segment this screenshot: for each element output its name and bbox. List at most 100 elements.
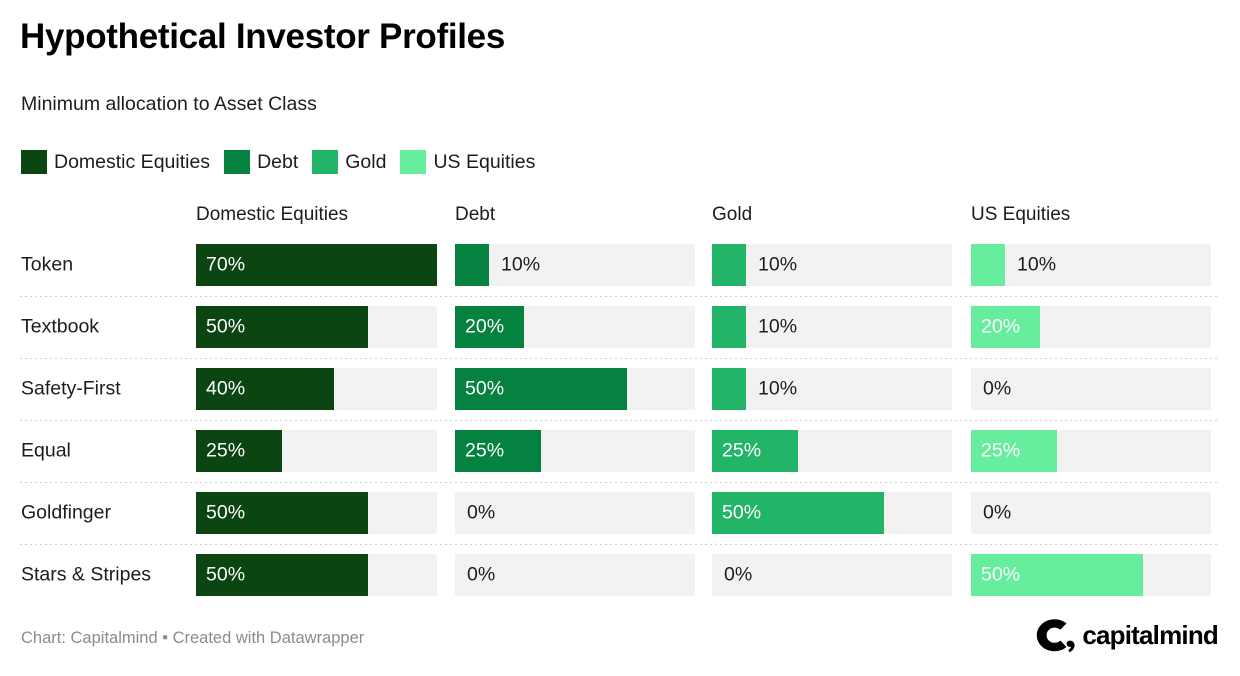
bar-cell[interactable]: 10% [712,368,952,410]
row-separator [20,358,1220,359]
legend-item-label: US Equities [433,150,536,173]
bar-track [455,554,695,596]
chart-legend: Domestic Equities Debt Gold US Equities [21,150,549,174]
bar-cell[interactable]: 70% [196,244,437,286]
bar-cell[interactable]: 10% [455,244,695,286]
bar-track [712,368,952,410]
bar-cell[interactable]: 10% [712,306,952,348]
bar-value-label: 0% [467,563,496,586]
bar-fill [196,430,282,472]
row-label: Stars & Stripes [21,563,152,586]
bar-value-label: 50% [206,563,246,586]
bar-track [712,554,952,596]
bar-cell[interactable]: 25% [971,430,1211,472]
bar-cell[interactable]: 50% [455,368,695,410]
bar-fill [712,306,746,348]
legend-item-2[interactable]: Debt [224,150,298,174]
bar-value-label: 25% [722,439,762,462]
row-label: Equal [21,439,71,462]
bar-cell[interactable]: 50% [196,492,437,534]
bar-value-label: 40% [206,377,246,400]
bar-value-label: 50% [206,315,246,338]
chart-row: Stars & Stripes 50% 0% 0% 50% [0,544,1240,606]
bar-track [971,368,1211,410]
bar-cell[interactable]: 40% [196,368,437,410]
bar-value-label: 50% [722,501,762,524]
column-header-3: Gold [712,204,753,225]
bar-value-label: 0% [724,563,753,586]
bar-value-label: 25% [465,439,505,462]
bar-value-label: 0% [467,501,496,524]
column-header-4: US Equities [971,204,1071,225]
legend-item-3[interactable]: Gold [312,150,386,174]
bar-fill [196,554,368,596]
chart-row: Equal 25% 25% 25% 25% [0,420,1240,482]
bar-value-label: 70% [206,253,246,276]
bar-fill [196,244,437,286]
bar-cell[interactable]: 50% [196,554,437,596]
legend-swatch-icon [312,150,339,174]
bar-cell[interactable]: 25% [712,430,952,472]
legend-item-1[interactable]: Domestic Equities [21,150,210,174]
bar-fill [455,306,524,348]
chart-title: Hypothetical Investor Profiles [20,17,506,56]
bar-cell[interactable]: 0% [712,554,952,596]
bar-value-label: 25% [206,439,246,462]
bar-cell[interactable]: 0% [971,492,1211,534]
bar-fill [712,492,884,534]
bar-cell[interactable]: 20% [971,306,1211,348]
bar-cell[interactable]: 10% [971,244,1211,286]
bar-cell[interactable]: 0% [455,554,695,596]
bar-value-label: 10% [501,253,541,276]
row-label: Textbook [21,315,100,338]
legend-item-4[interactable]: US Equities [400,150,535,174]
bar-track [971,492,1211,534]
capitalmind-logo-text: capitalmind [1082,620,1218,650]
bar-track [712,244,952,286]
bar-value-label: 20% [981,315,1021,338]
bar-track [712,306,952,348]
bar-track [971,244,1211,286]
legend-item-label: Gold [345,150,387,173]
bar-fill [971,554,1143,596]
bar-fill [196,492,368,534]
bar-fill [712,368,746,410]
row-label: Safety-First [21,377,121,400]
chart-credit: Chart: Capitalmind • Created with Datawr… [21,629,365,647]
bar-cell[interactable]: 0% [971,368,1211,410]
chart-subtitle: Minimum allocation to Asset Class [21,93,317,115]
legend-item-label: Domestic Equities [54,150,211,173]
bar-cell[interactable]: 50% [712,492,952,534]
row-label: Goldfinger [21,501,111,524]
bar-value-label: 0% [983,501,1012,524]
bar-cell[interactable]: 50% [196,306,437,348]
bar-fill [971,430,1057,472]
bar-value-label: 20% [465,315,505,338]
capitalmind-logo: capitalmind [1032,615,1219,655]
legend-swatch-icon [21,150,47,174]
legend-swatch-icon [400,150,427,174]
bar-cell[interactable]: 0% [455,492,695,534]
chart-row: Goldfinger 50% 0% 50% 0% [0,482,1240,544]
legend-item-label: Debt [257,150,299,173]
bar-fill [455,430,541,472]
row-separator [20,544,1220,545]
bar-value-label: 10% [758,253,798,276]
bar-cell[interactable]: 50% [971,554,1211,596]
column-header-1: Domestic Equities [196,204,349,225]
bar-cell[interactable]: 20% [455,306,695,348]
chart-rows: Token 70% 10% 10% 10% Textbook 50% 20% 10% 20% Saf… [0,234,1240,606]
bar-cell[interactable]: 25% [196,430,437,472]
bar-track [455,492,695,534]
column-header-2: Debt [455,204,496,225]
bar-value-label: 10% [758,377,798,400]
bar-fill [196,368,334,410]
bar-fill [455,244,489,286]
bar-value-label: 50% [981,563,1021,586]
chart-row: Safety-First 40% 50% 10% 0% [0,358,1240,420]
row-separator [20,420,1220,421]
bar-track [455,244,695,286]
bar-cell[interactable]: 10% [712,244,952,286]
bar-cell[interactable]: 25% [455,430,695,472]
bar-fill [712,244,746,286]
